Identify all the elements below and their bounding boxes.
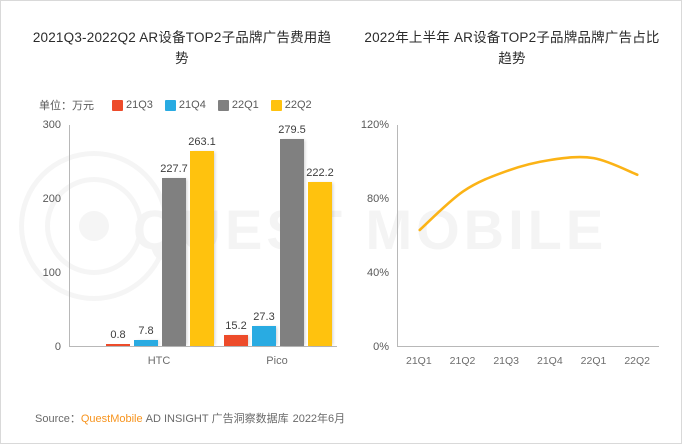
line-x-label-22q1: 22Q1 xyxy=(580,355,607,367)
right-chart-panel: 2022年上半年 AR设备TOP2子品牌品牌广告占比趋势 0% 40% 80% 120… xyxy=(353,21,671,381)
line-series-path xyxy=(420,157,638,230)
bar-21q3-htc[interactable]: 0.8 xyxy=(106,125,130,346)
line-x-label-21q2: 21Q2 xyxy=(449,355,476,367)
line-x-label-21q4: 21Q4 xyxy=(536,355,563,367)
questmobile-brand: QuestMobile xyxy=(80,413,143,425)
right-chart-title: 2022年上半年 AR设备TOP2子品牌品牌广告占比趋势 xyxy=(364,30,660,66)
bar-rect xyxy=(134,340,158,346)
bar-group-pico: 15.2 27.3 279.5 222.2 xyxy=(222,124,334,346)
line-y-tick-40: 40% xyxy=(366,267,389,279)
bar-rect xyxy=(190,151,214,346)
bar-22q2-htc[interactable]: 263.1 xyxy=(188,125,216,346)
source-footer: Source：QuestMobile AD INSIGHT 广告洞察数据库 2022年… xyxy=(35,410,345,426)
bar-rect xyxy=(106,344,130,346)
line-chart-x-axis: 21Q1 21Q2 21Q3 21Q4 22Q1 22Q2 xyxy=(397,351,659,371)
legend-swatch-21q3 xyxy=(112,99,123,111)
left-chart-panel: 2021Q3-2022Q2 AR设备TOP2子品牌广告费用趋势 单位：万元 21… xyxy=(17,21,347,381)
bar-rect xyxy=(308,181,332,346)
bar-group-htc: 0.8 7.8 227.7 263.1 xyxy=(104,125,216,346)
legend-label-21q4: 21Q4 xyxy=(178,99,206,111)
line-chart-svg xyxy=(398,125,659,346)
line-chart-y-axis: 0% 40% 80% 120% xyxy=(359,119,393,353)
legend-item-21q4[interactable]: 21Q4 xyxy=(164,99,206,111)
bar-rect xyxy=(280,139,304,346)
bar-value-label: 279.5 xyxy=(278,124,306,137)
bar-21q3-pico[interactable]: 15.2 xyxy=(224,125,248,346)
source-label: Source： xyxy=(35,413,81,425)
legend-item-21q3[interactable]: 21Q3 xyxy=(112,99,153,111)
line-x-label-22q2: 22Q2 xyxy=(624,355,650,367)
bar-rect xyxy=(162,177,186,346)
bar-value-label: 227.7 xyxy=(160,162,188,175)
legend-swatch-22q1 xyxy=(217,99,229,111)
bar-chart-y-axis: 0 100 200 300 xyxy=(39,119,65,353)
bar-value-label: 222.2 xyxy=(306,166,334,179)
bar-value-label: 0.8 xyxy=(110,329,126,341)
bar-y-tick-200: 200 xyxy=(42,193,61,205)
bar-x-label-pico: Pico xyxy=(266,355,288,367)
bar-chart: 0 100 200 300 0.8 7.8 227.7 263.1 15.2 27.3 279.5… xyxy=(39,119,339,375)
legend-swatch-21q4 xyxy=(164,99,176,111)
bar-value-label: 7.8 xyxy=(138,325,154,338)
legend-item-22q2[interactable]: 22Q2 xyxy=(270,99,312,111)
bar-22q1-htc[interactable]: 227.7 xyxy=(160,125,188,346)
left-chart-title: 2021Q3-2022Q2 AR设备TOP2子品牌广告费用趋势 xyxy=(32,30,332,66)
bar-y-tick-300: 300 xyxy=(42,119,61,131)
source-date: 2022年6月 xyxy=(292,413,346,425)
bar-x-label-htc: HTC xyxy=(147,355,171,367)
bar-chart-legend: 单位：万元 21Q3 21Q4 22Q1 22Q2 xyxy=(39,97,324,113)
line-chart: 0% 40% 80% 120% 21Q1 21Q2 21Q3 21Q4 22Q1 22Q2 xyxy=(359,119,667,375)
line-x-label-21q1: 21Q1 xyxy=(405,355,432,367)
bar-21q4-pico[interactable]: 27.3 xyxy=(252,125,276,346)
line-x-label-21q3: 21Q3 xyxy=(493,355,519,367)
line-y-tick-80: 80% xyxy=(366,193,389,205)
legend-swatch-22q2 xyxy=(270,99,282,111)
legend-label-22q2: 22Q2 xyxy=(284,99,312,111)
line-y-tick-0: 0% xyxy=(373,341,389,353)
legend-label-21q3: 21Q3 xyxy=(126,99,153,111)
legend-label-22q1: 22Q1 xyxy=(231,99,259,111)
source-database: 广告洞察数据库 xyxy=(211,413,289,425)
bar-21q4-htc[interactable]: 7.8 xyxy=(134,125,158,346)
bar-rect xyxy=(224,334,248,346)
bar-22q2-pico[interactable]: 222.2 xyxy=(306,125,334,346)
bar-y-tick-100: 100 xyxy=(42,267,61,279)
bar-value-label: 27.3 xyxy=(253,310,275,323)
line-y-tick-120: 120% xyxy=(360,119,389,131)
bar-rect xyxy=(252,325,276,346)
unit-label: 单位：万元 xyxy=(39,100,94,112)
bar-22q1-pico[interactable]: 279.5 xyxy=(278,124,306,346)
bar-y-tick-0: 0 xyxy=(54,341,61,353)
bar-value-label: 15.2 xyxy=(225,319,247,332)
bar-value-label: 263.1 xyxy=(188,136,216,149)
legend-item-22q1[interactable]: 22Q1 xyxy=(217,99,259,111)
bar-chart-x-axis: HTC Pico xyxy=(69,351,337,371)
line-chart-plot-area xyxy=(397,125,659,347)
source-product: AD INSIGHT xyxy=(145,413,209,425)
bar-chart-plot-area: 0.8 7.8 227.7 263.1 15.2 27.3 279.5 222.2 xyxy=(69,124,337,347)
